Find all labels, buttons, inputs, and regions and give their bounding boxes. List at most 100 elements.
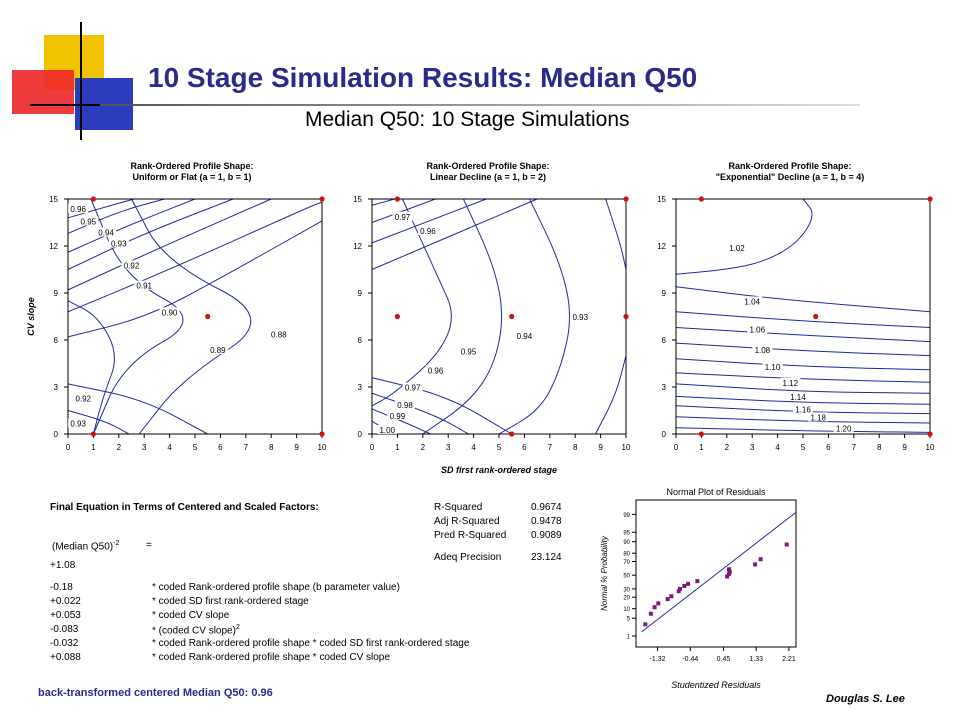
npp-point <box>665 597 670 602</box>
npp-point <box>727 567 732 572</box>
contour-label: 0.95 <box>81 218 97 227</box>
x-tick-label: 8 <box>269 443 274 452</box>
contour-line <box>67 383 208 435</box>
equation-lhs-exponent: -2 <box>113 540 120 547</box>
contour-label: 1.20 <box>836 424 852 433</box>
design-point <box>698 431 705 437</box>
contour-label: 0.94 <box>98 228 114 237</box>
y-tick-label: 0 <box>662 430 667 439</box>
contour-label: 1.14 <box>790 393 806 402</box>
contour-label-bg <box>458 346 479 356</box>
term-desc: * coded SD first rank-ordered stage <box>152 596 309 607</box>
equation-lhs-text: (Median Q50) <box>52 541 114 553</box>
x-tick-label: 2 <box>725 443 730 452</box>
contour-label-bg <box>159 307 180 317</box>
term-coef: +0.088 <box>50 652 81 663</box>
contour-plots: 0 1 2 3 4 5 6 7 8 9 10036912150.960.950.940.930.92… <box>26 195 935 475</box>
x-tick-label: 5 <box>497 443 502 452</box>
contour-line <box>67 300 115 435</box>
design-point <box>509 313 515 320</box>
x-tick-label: 6 <box>218 443 223 452</box>
npp-point <box>753 562 758 567</box>
design-point <box>698 196 705 202</box>
contour-label: 1.02 <box>729 244 745 253</box>
contour-label-bg <box>268 329 289 339</box>
npp-x-tick-label: -1.32 <box>650 656 666 663</box>
plot3-title-line1: Rank-Ordered Profile Shape: <box>728 161 852 171</box>
contour-label: 0.99 <box>390 412 406 421</box>
title-underline <box>100 104 860 106</box>
contour-label: 0.93 <box>572 313 588 322</box>
design-point <box>927 431 933 437</box>
npp-x-tick-label: -0.44 <box>682 656 698 663</box>
x-tick-label: 0 <box>66 443 71 452</box>
contour-label: 1.16 <box>795 406 811 415</box>
x-tick-label: 3 <box>142 443 147 452</box>
contour-label-bg <box>752 344 773 354</box>
x-tick-label: 8 <box>877 443 882 452</box>
x-tick-label: 0 <box>674 443 679 452</box>
contour-label: 0.95 <box>461 348 477 357</box>
contour-label: 1.18 <box>810 413 826 422</box>
contour-line <box>67 410 130 435</box>
contour-label-bg <box>787 391 808 401</box>
contour-label-bg <box>570 312 591 322</box>
footer-backtransformed-note: back-transformed centered Median Q50: 0.… <box>38 687 273 699</box>
term-desc: * coded Rank-ordered profile shape (b pa… <box>152 582 400 593</box>
contour-label-bg <box>808 412 829 422</box>
plot3-title-line2: "Exponential" Decline (a = 1, b = 4) <box>715 172 865 182</box>
contour-label-bg <box>134 280 155 290</box>
logo-red-square <box>12 70 74 114</box>
y-tick-label: 12 <box>657 242 666 251</box>
contour-label-bg <box>395 399 416 409</box>
npp-point <box>682 583 687 588</box>
npp-x-axis-label: Studentized Residuals <box>671 680 761 690</box>
contour-label-bg <box>387 410 408 420</box>
contour-label-bg <box>68 418 89 428</box>
x-axis-label: SD first rank-ordered stage <box>441 465 557 475</box>
contour-line <box>67 198 196 253</box>
equation-heading: Final Equation in Terms of Centered and … <box>50 502 319 513</box>
x-tick-label: 1 <box>699 443 704 452</box>
npp-y-tick-label: 99 <box>623 513 630 519</box>
contour-line <box>90 198 184 435</box>
contour-label: 1.00 <box>379 426 395 435</box>
contour-line <box>675 405 931 415</box>
contour-label-bg <box>514 330 535 340</box>
term-coef: +0.022 <box>50 596 81 607</box>
y-tick-label: 9 <box>358 289 363 298</box>
npp-point <box>643 622 648 627</box>
design-point <box>509 431 515 437</box>
contour-label: 1.08 <box>755 346 771 355</box>
npp-y-tick-label: 30 <box>623 587 630 593</box>
term-coef: -0.083 <box>50 624 79 635</box>
npp-point <box>758 557 763 562</box>
normal-plot: Normal Plot of Residuals -1.32 -0.44 0.45 1.… <box>600 487 797 690</box>
y-axis-label: CV slope <box>26 297 36 336</box>
plot3-title: Rank-Ordered Profile Shape: "Exponential… <box>660 161 920 183</box>
contour-line <box>371 198 487 244</box>
y-tick-label: 9 <box>54 289 59 298</box>
design-point <box>319 196 325 202</box>
contour-line <box>675 395 931 405</box>
x-tick-label: 3 <box>446 443 451 452</box>
npp-point <box>784 542 789 547</box>
contour-label: 1.10 <box>765 363 781 372</box>
x-tick-label: 10 <box>926 443 935 452</box>
contour-label: 0.92 <box>75 395 91 404</box>
plot1-title: Rank-Ordered Profile Shape: Uniform or F… <box>62 161 322 183</box>
contour-line <box>675 416 931 424</box>
contour-label: 0.88 <box>271 330 287 339</box>
contour-label: 0.91 <box>136 282 152 291</box>
x-tick-label: 5 <box>193 443 198 452</box>
npp-frame <box>635 499 797 648</box>
contour-line <box>595 355 627 435</box>
logo-horizontal-line <box>30 104 150 106</box>
x-tick-label: 3 <box>750 443 755 452</box>
term-coef: -0.18 <box>50 582 73 593</box>
contour-label-bg <box>833 423 854 433</box>
contour-line <box>675 311 931 328</box>
design-point <box>623 196 629 202</box>
npp-y-tick-label: 80 <box>623 552 630 558</box>
